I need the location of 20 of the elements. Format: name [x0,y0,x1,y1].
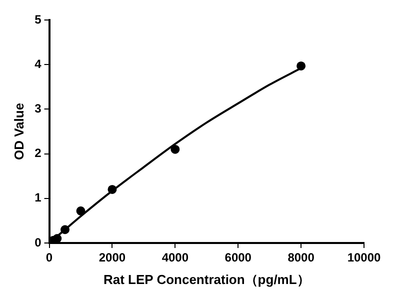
point [170,144,180,154]
point [52,234,62,243]
x-tick-label: 10000 [347,250,382,265]
x-tick-label: 4000 [162,250,189,265]
y-tick-label: 4 [34,56,42,71]
x-tick-label: 6000 [224,250,252,265]
x-axis-title: Rat LEP Concentration（pg/mL） [103,272,310,287]
x-tick-label: 8000 [288,250,315,265]
y-tick-label: 1 [34,190,42,205]
y-tick-label: 5 [34,12,42,26]
y-tick-label: 0 [34,235,42,250]
point [60,225,70,234]
y-tick-label: 2 [34,146,42,160]
point [76,206,86,216]
y-axis-title: OD Value [11,102,26,160]
x-tick-label: 0 [46,250,53,265]
y-tick-label: 3 [34,102,42,116]
x-tick-label: 2000 [98,250,126,265]
point [108,184,117,194]
point [296,61,306,70]
